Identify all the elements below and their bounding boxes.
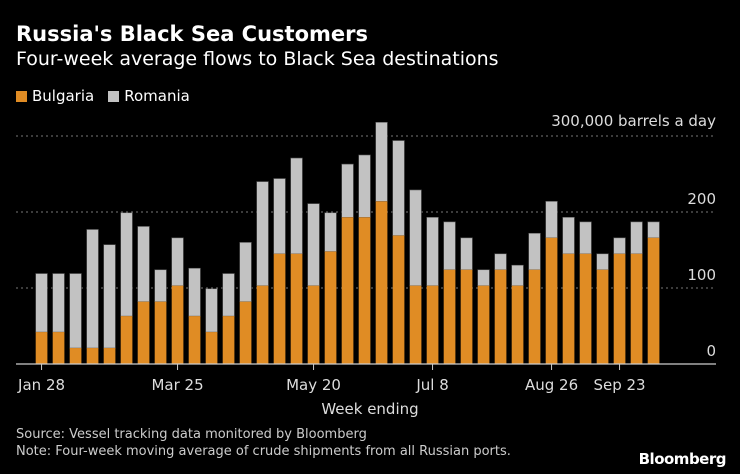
bar-romania <box>307 203 320 287</box>
chart-subtitle: Four-week average flows to Black Sea des… <box>16 48 499 70</box>
bar-romania <box>86 229 99 349</box>
bar-romania <box>409 189 422 287</box>
bar-bulgaria <box>256 285 269 364</box>
bar-bulgaria <box>222 316 235 364</box>
x-tick-label: May 20 <box>286 376 341 394</box>
bar-romania <box>222 273 235 317</box>
bar-bulgaria <box>494 269 507 364</box>
y-tick-label: 200 <box>687 190 716 208</box>
unit-label: 300,000 barrels a day <box>551 112 716 130</box>
bar-romania <box>426 217 439 287</box>
bar-romania <box>239 242 252 302</box>
legend-item-bulgaria: Bulgaria <box>16 87 94 105</box>
bar-romania <box>358 154 371 218</box>
bar-bulgaria <box>647 237 660 364</box>
bar-bulgaria <box>392 235 405 364</box>
y-tick-label: 100 <box>687 266 716 284</box>
bar-bulgaria <box>86 348 99 364</box>
bar-bulgaria <box>52 332 65 364</box>
bar-romania <box>341 163 354 218</box>
bar-bulgaria <box>324 251 337 364</box>
bar-romania <box>52 273 65 333</box>
bar-romania <box>494 253 507 271</box>
bar-bulgaria <box>69 348 82 364</box>
bar-romania <box>290 157 303 255</box>
legend-label: Romania <box>124 87 190 105</box>
bar-bulgaria <box>477 285 490 364</box>
x-tick-label: Aug 26 <box>525 376 578 394</box>
bar-bulgaria <box>137 301 150 364</box>
bar-romania <box>528 232 541 271</box>
bar-romania <box>613 237 626 255</box>
bar-bulgaria <box>171 285 184 364</box>
bar-bulgaria <box>409 285 422 364</box>
bar-bulgaria <box>630 253 643 364</box>
footnote: Note: Four-week moving average of crude … <box>16 444 511 459</box>
x-tick-label: Sep 23 <box>593 376 645 394</box>
x-tick-label: Mar 25 <box>151 376 203 394</box>
bar-bulgaria <box>103 348 116 364</box>
bar-bulgaria <box>528 269 541 364</box>
legend: Bulgaria Romania <box>16 87 190 105</box>
x-tick-label: Jan 28 <box>17 376 65 394</box>
bar-romania <box>69 273 82 349</box>
bar-bulgaria <box>613 253 626 364</box>
bar-romania <box>545 201 558 239</box>
x-axis-label: Week ending <box>321 400 418 418</box>
bar-bulgaria <box>426 285 439 364</box>
bar-romania <box>188 267 201 317</box>
bar-bulgaria <box>579 253 592 364</box>
bar-romania <box>120 212 133 317</box>
source-note: Source: Vessel tracking data monitored b… <box>16 427 367 442</box>
bar-romania <box>205 288 218 333</box>
bar-romania <box>103 244 116 349</box>
bar-romania <box>596 253 609 271</box>
legend-swatch-bulgaria <box>16 91 27 102</box>
legend-label: Bulgaria <box>32 87 95 105</box>
bar-romania <box>511 264 524 287</box>
bar-romania <box>154 269 167 302</box>
bar-bulgaria <box>307 285 320 364</box>
bar-bulgaria <box>511 285 524 364</box>
bar-romania <box>647 221 660 239</box>
bar-bulgaria <box>35 332 48 364</box>
bar-romania <box>562 217 575 255</box>
bar-bulgaria <box>596 269 609 364</box>
bar-bulgaria <box>358 217 371 364</box>
bar-bulgaria <box>273 253 286 364</box>
bar-romania <box>137 226 150 302</box>
bar-romania <box>256 181 269 287</box>
bar-romania <box>579 221 592 255</box>
bar-bulgaria <box>443 269 456 364</box>
bar-bulgaria <box>188 316 201 364</box>
bar-bulgaria <box>205 332 218 364</box>
legend-item-romania: Romania <box>108 87 190 105</box>
bar-romania <box>273 178 286 255</box>
bar-romania <box>35 273 48 333</box>
legend-swatch-romania <box>108 91 120 102</box>
bar-romania <box>630 221 643 255</box>
bloomberg-logo: Bloomberg <box>638 450 727 468</box>
bar-romania <box>324 212 337 252</box>
y-tick-label: 0 <box>706 342 716 360</box>
bar-romania <box>443 221 456 271</box>
bar-bulgaria <box>545 237 558 364</box>
bar-bulgaria <box>460 269 473 364</box>
chart-title: Russia's Black Sea Customers <box>16 22 368 46</box>
bar-bulgaria <box>341 217 354 364</box>
bar-romania <box>375 122 388 202</box>
x-tick-label: Jul 8 <box>415 376 448 394</box>
bar-bulgaria <box>375 201 388 364</box>
bar-romania <box>460 237 473 271</box>
bar-bulgaria <box>562 253 575 364</box>
bar-bulgaria <box>120 316 133 364</box>
bar-bulgaria <box>154 301 167 364</box>
bar-bulgaria <box>239 301 252 364</box>
bar-romania <box>392 140 405 236</box>
bar-romania <box>477 269 490 287</box>
bar-bulgaria <box>290 253 303 364</box>
bar-romania <box>171 237 184 287</box>
